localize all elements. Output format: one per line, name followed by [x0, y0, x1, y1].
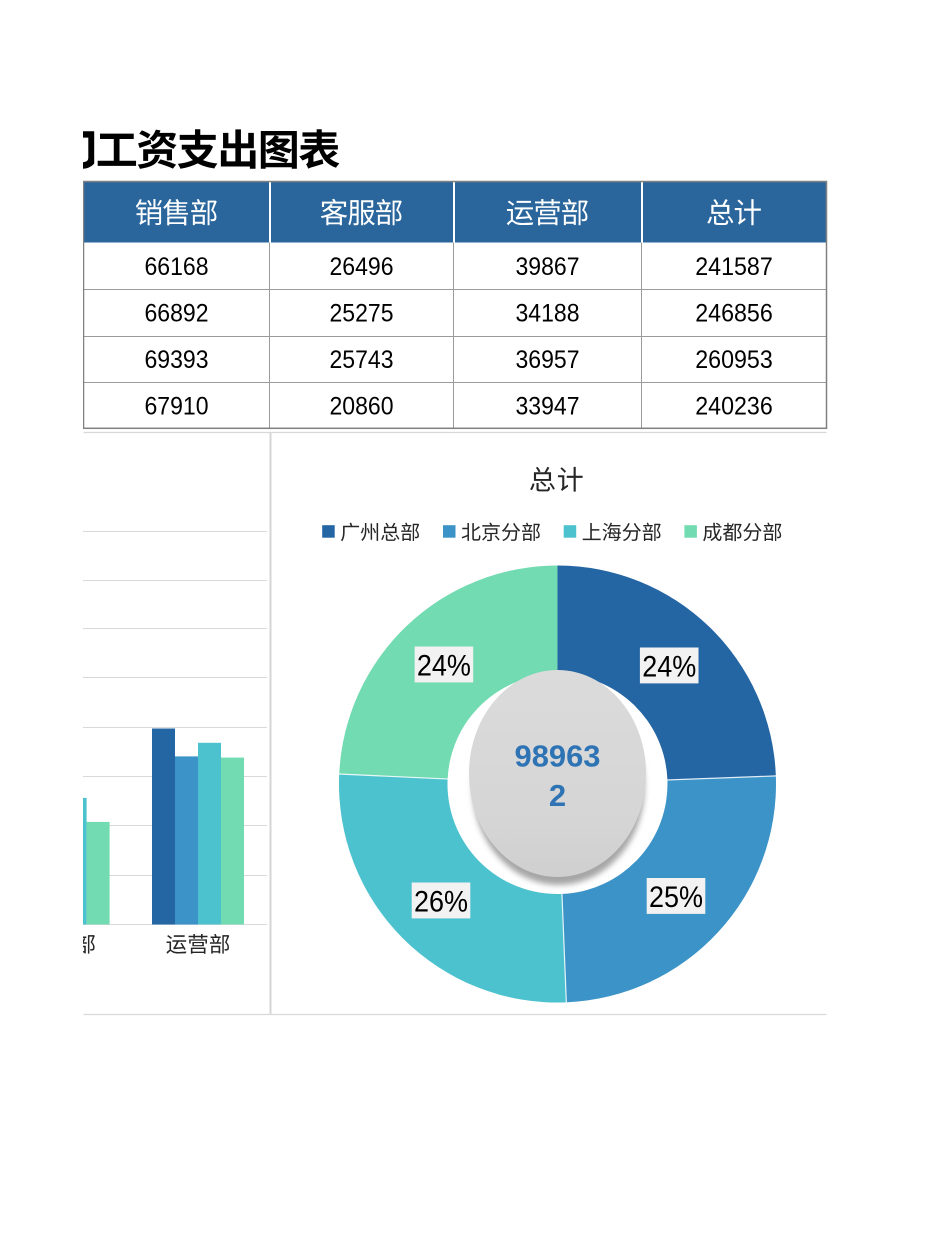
- svg-text:20860: 20860: [330, 392, 394, 420]
- svg-text:25743: 25743: [330, 346, 394, 374]
- svg-text:2: 2: [549, 778, 566, 813]
- svg-text:241587: 241587: [695, 253, 773, 281]
- svg-text:26%: 26%: [414, 886, 468, 919]
- svg-text:33947: 33947: [516, 392, 580, 420]
- svg-text:24%: 24%: [642, 651, 696, 684]
- svg-text:240236: 240236: [695, 392, 773, 420]
- svg-text:26496: 26496: [330, 253, 394, 281]
- svg-text:260953: 260953: [695, 346, 773, 374]
- svg-text:67910: 67910: [145, 392, 209, 420]
- svg-text:39867: 39867: [516, 253, 580, 281]
- svg-text:25%: 25%: [649, 881, 703, 914]
- svg-text:66892: 66892: [145, 299, 209, 327]
- svg-text:98963: 98963: [515, 738, 601, 773]
- svg-text:25275: 25275: [330, 299, 394, 327]
- svg-text:36957: 36957: [516, 346, 580, 374]
- svg-text:34188: 34188: [516, 299, 580, 327]
- svg-text:24%: 24%: [417, 650, 471, 683]
- svg-text:66168: 66168: [145, 253, 209, 281]
- svg-text:246856: 246856: [695, 299, 773, 327]
- svg-text:69393: 69393: [145, 346, 209, 374]
